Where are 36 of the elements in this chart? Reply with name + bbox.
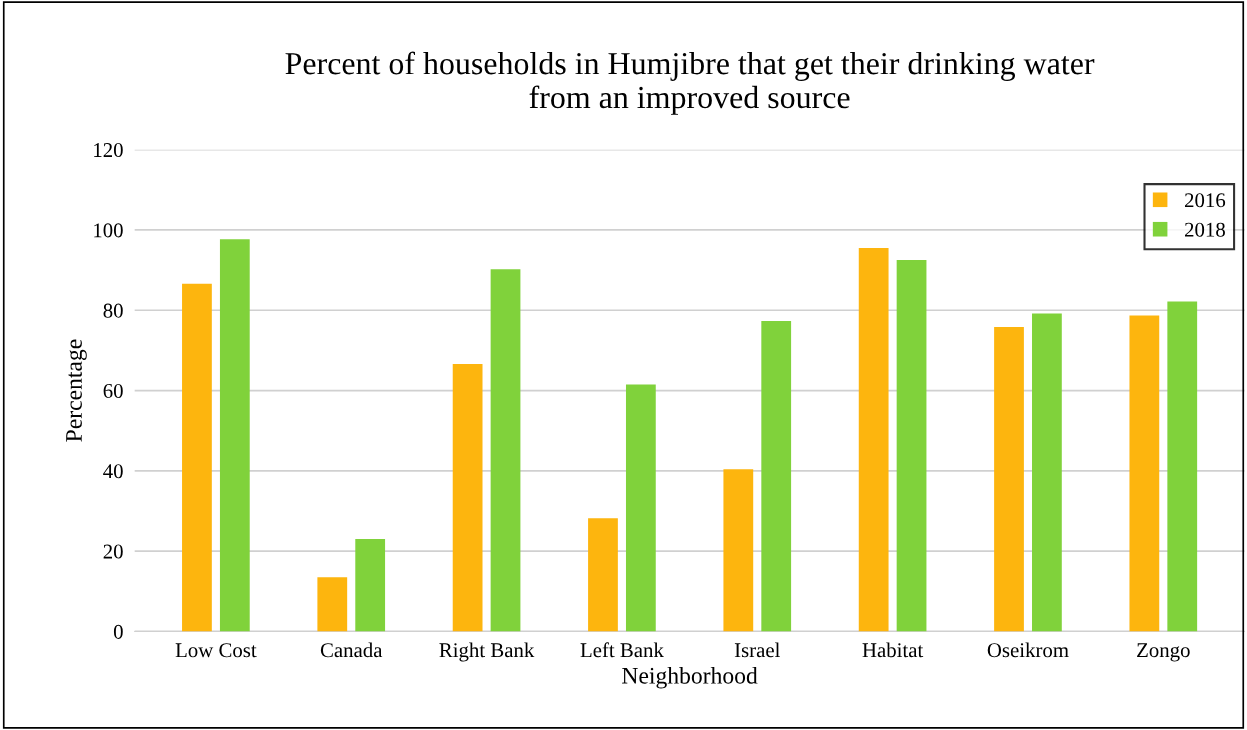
x-axis-title: Neighborhood <box>622 667 758 689</box>
y-tick-label: 60 <box>103 383 123 398</box>
x-tick-label: Zongo <box>1137 643 1190 662</box>
x-tick-label: Oseikrom <box>987 642 1069 658</box>
y-tick-label: 80 <box>103 303 123 318</box>
y-axis-title: Percentage <box>66 339 87 442</box>
bar <box>625 384 656 632</box>
y-tick-label: 20 <box>103 544 123 559</box>
x-tick-label: Canada <box>320 642 383 658</box>
chart-title: Percent of households in Humjibre that get their drinking water from an improved source <box>285 51 1095 115</box>
x-tick-label: Low Cost <box>175 643 257 658</box>
bar <box>1129 315 1160 632</box>
y-tick-label: 40 <box>103 464 123 479</box>
y-tick-label: 100 <box>94 223 123 238</box>
bar <box>1032 313 1062 632</box>
y-tick-label: 120 <box>94 143 123 158</box>
y-tick-label: 0 <box>113 624 123 639</box>
x-tick-label: Israel <box>734 642 780 658</box>
bar <box>588 518 618 632</box>
bar <box>355 539 386 632</box>
bar <box>182 283 212 632</box>
bar <box>858 248 889 632</box>
x-tick-label: Right Bank <box>439 642 535 662</box>
x-tick-label: Left Bank <box>580 642 664 658</box>
bar <box>219 239 250 632</box>
x-tick-label: Habitat <box>862 642 924 658</box>
bar <box>490 269 521 632</box>
bar <box>761 321 792 632</box>
bar <box>452 364 483 632</box>
legend-label: 2016 <box>1185 193 1226 208</box>
bar <box>994 327 1024 632</box>
bar <box>1167 301 1198 632</box>
bar <box>896 260 927 632</box>
bar <box>723 469 754 632</box>
legend-label: 2018 <box>1185 222 1225 237</box>
bar <box>317 577 348 632</box>
